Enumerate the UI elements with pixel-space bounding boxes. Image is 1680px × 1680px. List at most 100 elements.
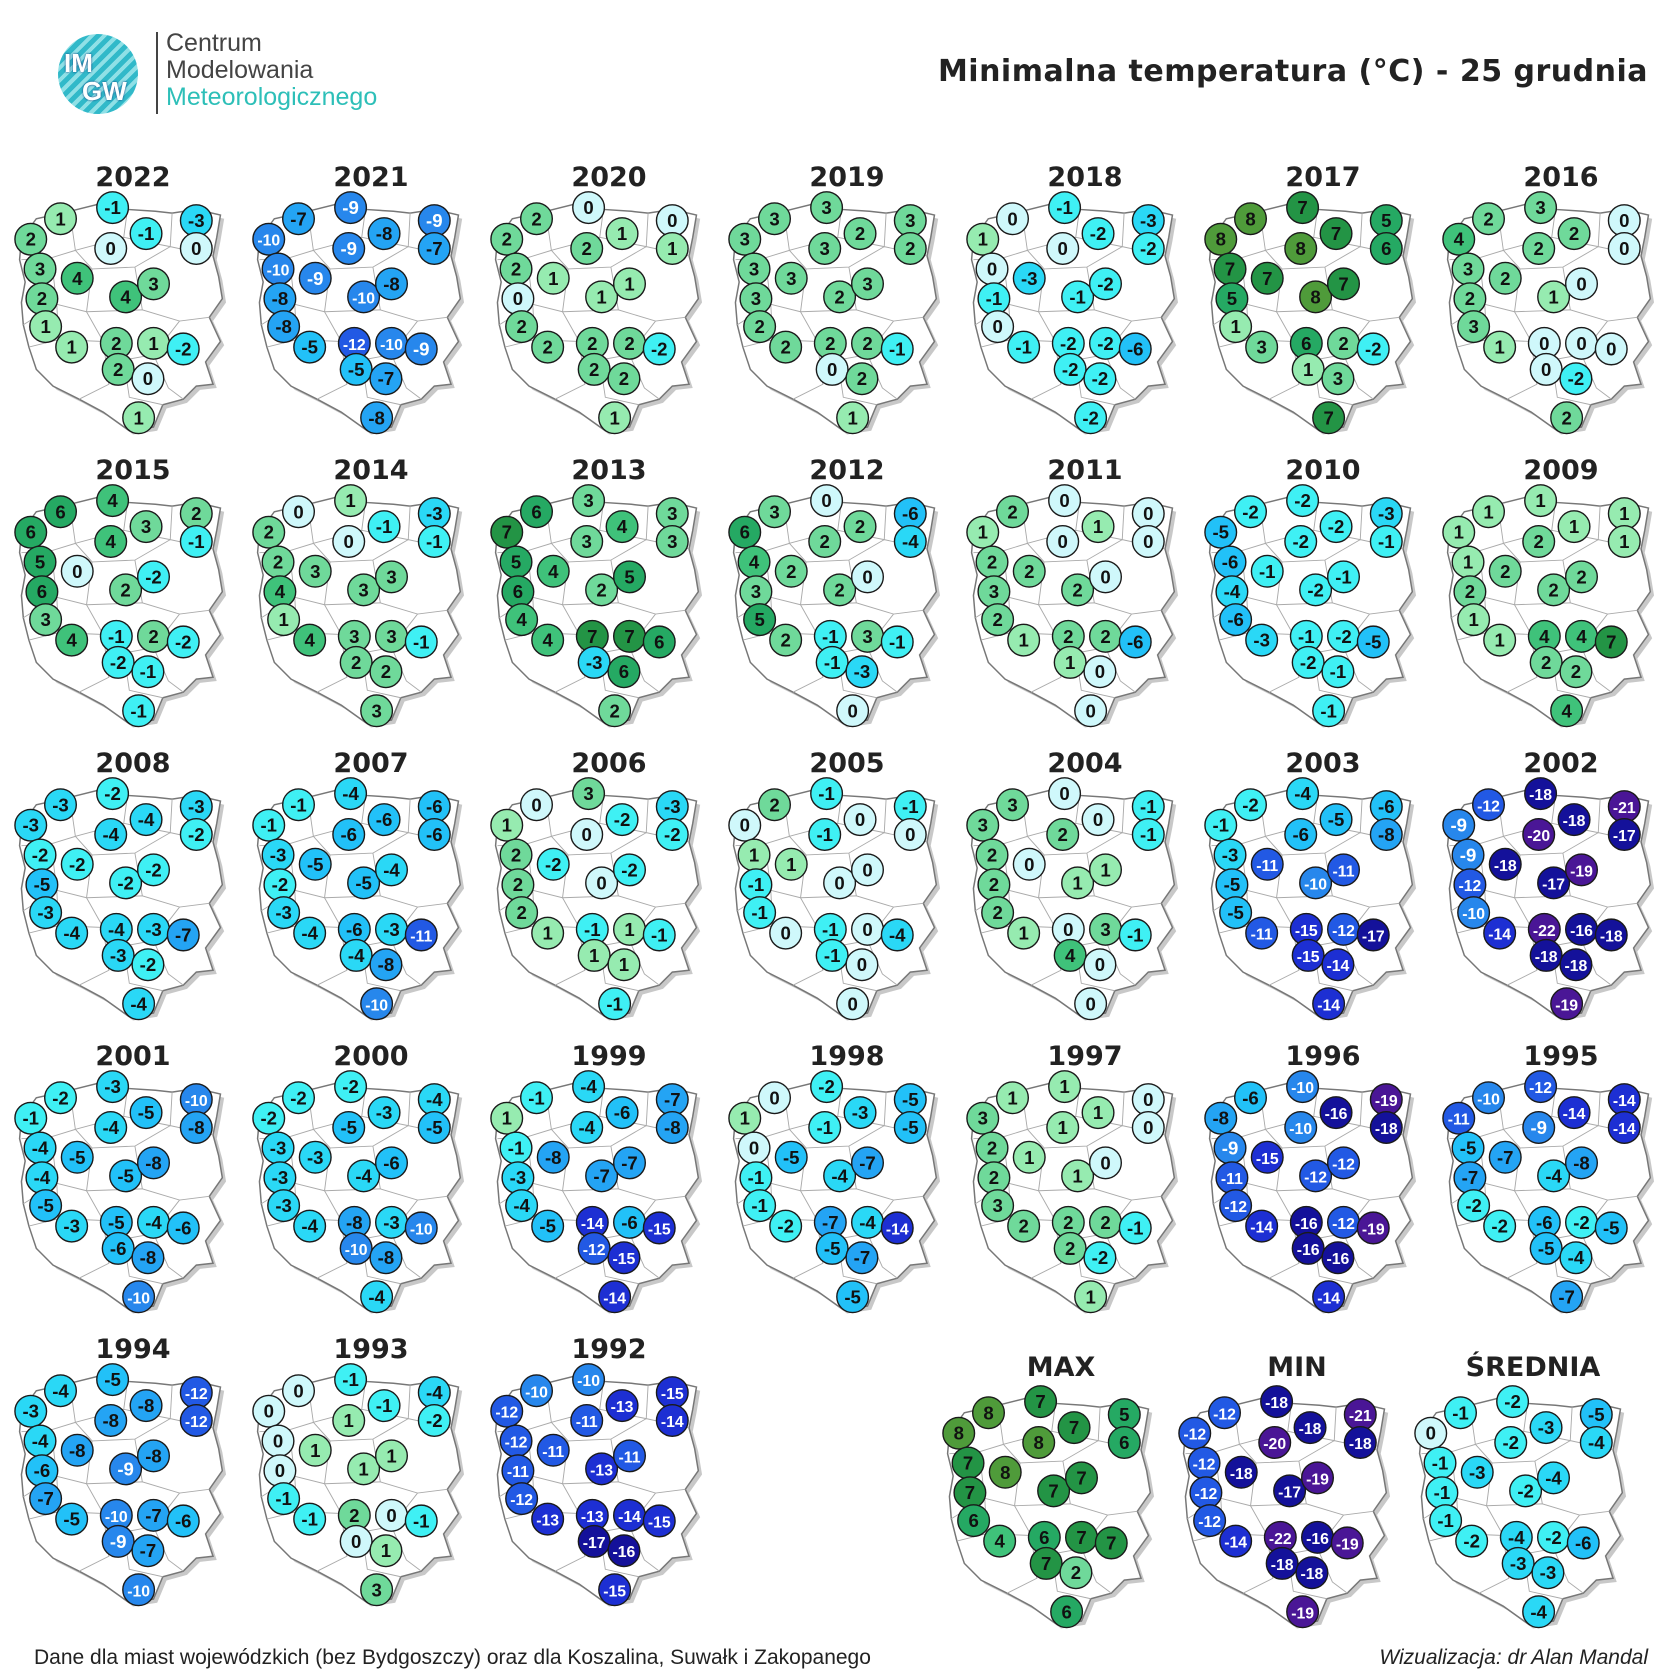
station-marker: -5 xyxy=(55,1502,89,1536)
station-value: 2 xyxy=(1569,223,1579,244)
station-value: -9 xyxy=(342,197,359,218)
station-marker: -9 xyxy=(101,1524,135,1558)
station-marker: -16 xyxy=(1564,912,1599,946)
station-value: 4 xyxy=(107,490,118,511)
station-value: 7 xyxy=(1262,268,1272,289)
station-marker: -4 xyxy=(334,777,368,811)
station-circle xyxy=(1061,280,1095,314)
station-value: -12 xyxy=(1198,1514,1221,1531)
station-circle xyxy=(1483,916,1517,950)
station-marker: -7 xyxy=(417,231,451,266)
station-circle xyxy=(1522,1110,1556,1145)
station-marker: -18 xyxy=(1529,938,1563,972)
station-value: -10 xyxy=(577,1373,600,1390)
station-marker: 0 xyxy=(850,912,885,946)
station-value: -2 xyxy=(272,874,289,895)
station-value: -4 xyxy=(1530,1601,1547,1622)
station-value: 1 xyxy=(1085,1286,1095,1307)
voivodeship-border xyxy=(789,502,842,544)
station-marker: 0 xyxy=(1046,524,1080,559)
station-marker: 4 xyxy=(505,603,539,637)
station-value: -4 xyxy=(138,809,155,830)
panel-title: MAX xyxy=(1026,1352,1096,1383)
station-value: -1 xyxy=(889,338,906,359)
station-circle xyxy=(655,231,689,266)
station-circle xyxy=(404,918,438,952)
station-marker: 4 xyxy=(109,280,143,314)
station-value: -4 xyxy=(902,531,919,552)
station-value: -11 xyxy=(1448,1112,1470,1129)
station-value: -2 xyxy=(1335,626,1352,647)
station-value: -18 xyxy=(1299,1421,1322,1438)
station-value: -2 xyxy=(1097,273,1114,294)
station-value: -14 xyxy=(1317,1290,1340,1307)
station-marker: -7 xyxy=(131,1534,165,1568)
station-value: 2 xyxy=(1465,581,1475,602)
panel-title: 2000 xyxy=(333,1041,409,1072)
station-value: 1 xyxy=(589,945,599,966)
station-value: 2 xyxy=(987,1137,997,1158)
station-circle xyxy=(519,202,554,236)
voivodeship-border xyxy=(294,1129,331,1192)
station-marker: -2 xyxy=(655,817,689,852)
station-marker: 3 xyxy=(728,222,762,256)
station-value: -2 xyxy=(1060,333,1077,354)
station-marker: -5 xyxy=(836,1280,870,1314)
station-value: -6 xyxy=(383,1152,400,1173)
station-value: 0 xyxy=(1143,1089,1153,1110)
station-value: 2 xyxy=(1100,1212,1110,1233)
station-marker: 2 xyxy=(769,623,803,657)
station-marker: -5 xyxy=(339,352,373,386)
voivodeship-border xyxy=(391,1526,422,1572)
station-value: 5 xyxy=(624,566,634,587)
voivodeship-border xyxy=(1456,1444,1493,1507)
station-marker: 1 xyxy=(1607,524,1641,559)
station-value: -2 xyxy=(818,1076,835,1097)
station-marker: 0 xyxy=(845,948,879,982)
station-value: -2 xyxy=(1294,490,1311,511)
station-marker: -18 xyxy=(1343,1425,1377,1460)
station-circle xyxy=(101,938,135,972)
station-marker: 3 xyxy=(774,261,808,295)
poland-outline xyxy=(1418,1397,1624,1626)
station-marker: 1 xyxy=(43,202,78,236)
station-circle xyxy=(347,280,381,314)
station-circle xyxy=(334,191,368,225)
station-marker: 1 xyxy=(1007,623,1041,657)
voivodeship-border xyxy=(1475,1403,1528,1445)
station-circle xyxy=(1594,918,1628,952)
station-circle xyxy=(880,625,914,659)
station-marker: -2 xyxy=(1455,1524,1489,1558)
station-value: 0 xyxy=(1539,333,1549,354)
station-value: -5 xyxy=(1227,902,1244,923)
station-circle xyxy=(1488,554,1522,588)
map-panel-year-2020: 2020 2 2 0 1 0 2 2 1 0 1 2 1 1 2 2 2 2 2 -2 1 xyxy=(490,162,728,452)
station-value: -1 xyxy=(1378,531,1395,552)
station-circle xyxy=(1219,896,1253,930)
station-value: -8 xyxy=(145,1152,162,1173)
station-marker: -2 xyxy=(136,560,171,594)
station-circle xyxy=(332,1403,366,1438)
station-value: -1 xyxy=(816,1117,833,1138)
station-circle xyxy=(43,495,78,529)
station-circle xyxy=(519,495,554,529)
station-circle xyxy=(43,202,78,236)
panel-title: 2015 xyxy=(95,455,171,486)
station-circle xyxy=(1064,1461,1099,1495)
panel-title: 2017 xyxy=(1285,162,1361,193)
station-value: 2 xyxy=(1072,579,1082,600)
station-marker: 2 xyxy=(14,222,48,256)
station-marker: -4 xyxy=(570,1110,604,1145)
station-circle xyxy=(1483,623,1517,657)
station-marker: 1 xyxy=(1219,310,1253,344)
station-marker: -1 xyxy=(519,1081,554,1115)
station-marker: 3 xyxy=(850,619,885,653)
map-panel-year-1992: 1992 -12 -10 -10 -13 -15 -12 -11 -14 -11 -11 -12 -13… xyxy=(490,1334,728,1624)
station-value: -13 xyxy=(581,1509,604,1526)
station-marker: 3 xyxy=(1321,362,1355,396)
station-marker: 2 xyxy=(1051,619,1085,653)
voivodeship-border xyxy=(1027,209,1080,251)
station-value: -14 xyxy=(1563,1106,1586,1123)
station-circle xyxy=(1356,332,1390,366)
station-value: 1 xyxy=(133,407,143,428)
